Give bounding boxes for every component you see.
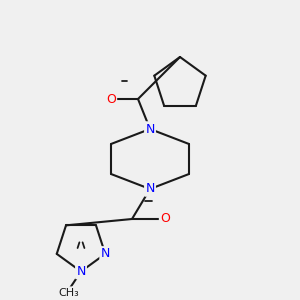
Text: N: N — [145, 182, 155, 196]
Text: CH₃: CH₃ — [58, 287, 80, 298]
Text: N: N — [76, 265, 86, 278]
Text: O: O — [160, 212, 170, 226]
Text: O: O — [106, 92, 116, 106]
Text: N: N — [100, 248, 110, 260]
Text: N: N — [145, 122, 155, 136]
